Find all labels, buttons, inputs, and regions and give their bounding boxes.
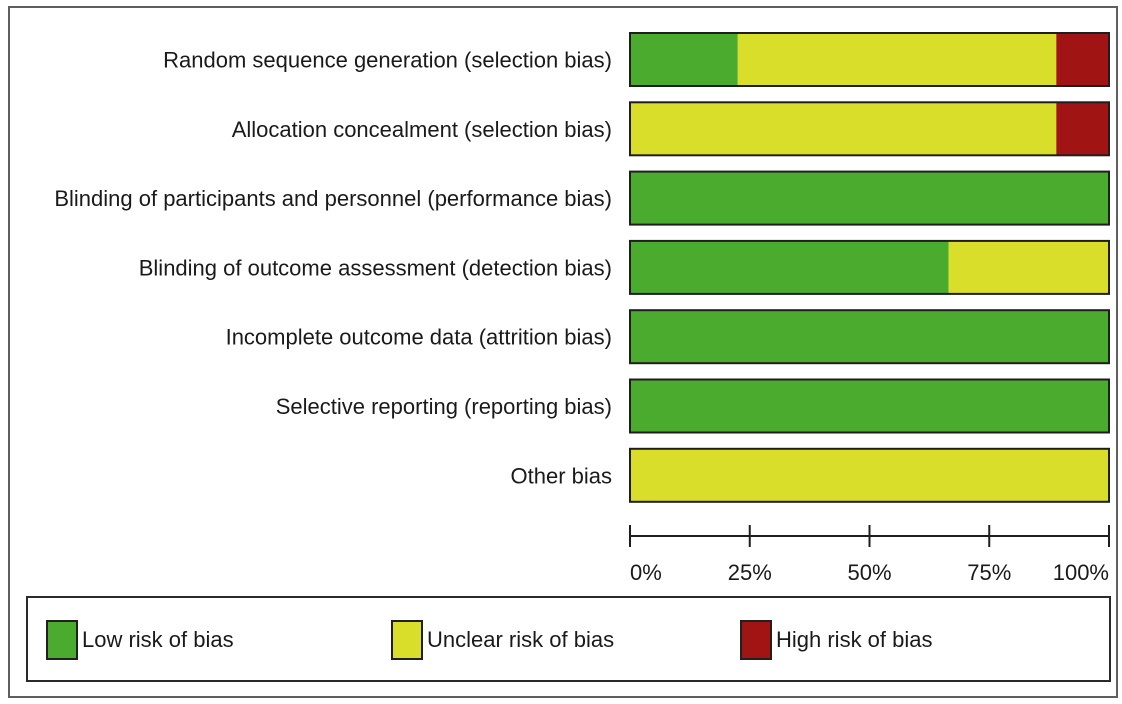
x-tick-label: 25% xyxy=(728,560,772,585)
bar-segment-unclear-risk-of-bias xyxy=(630,102,1057,156)
bar-outline xyxy=(629,447,1110,503)
category-label: Other bias xyxy=(511,463,613,488)
legend-label-high: High risk of bias xyxy=(776,627,933,652)
legend-swatch-high xyxy=(740,620,772,660)
bar-segment-low-risk-of-bias xyxy=(630,240,949,294)
bar-segment-unclear-risk-of-bias xyxy=(737,33,1057,86)
bar-outline xyxy=(629,170,1110,226)
bar-outline xyxy=(629,239,1110,295)
bias-stacked-bar-chart: Random sequence generation (selection bi… xyxy=(54,32,1110,585)
legend-label-low: Low risk of bias xyxy=(82,627,234,652)
bar-segment-low-risk-of-bias xyxy=(630,310,1109,364)
category-label: Random sequence generation (selection bi… xyxy=(163,48,612,73)
category-label: Allocation concealment (selection bias) xyxy=(232,117,612,142)
category-label: Incomplete outcome data (attrition bias) xyxy=(226,325,612,350)
bars xyxy=(629,32,1110,503)
bar-outline xyxy=(629,378,1110,434)
bar-segment-low-risk-of-bias xyxy=(630,33,738,86)
category-label: Selective reporting (reporting bias) xyxy=(276,394,612,419)
legend-label-unclear: Unclear risk of bias xyxy=(427,627,615,652)
x-tick-label: 0% xyxy=(630,560,662,585)
legend-item-unclear: Unclear risk of bias xyxy=(391,618,614,662)
legend-swatch-unclear xyxy=(391,620,423,660)
category-labels: Random sequence generation (selection bi… xyxy=(54,48,612,489)
bar-segment-low-risk-of-bias xyxy=(630,171,1109,225)
bar-segment-unclear-risk-of-bias xyxy=(948,240,1109,294)
category-label: Blinding of outcome assessment (detectio… xyxy=(139,255,612,280)
legend: Low risk of bias Unclear risk of bias Hi… xyxy=(26,596,1111,682)
bar-segment-low-risk-of-bias xyxy=(630,379,1109,433)
x-axis: 0% 25% 50% 75% 100% xyxy=(629,525,1110,585)
category-label: Blinding of participants and personnel (… xyxy=(54,186,612,211)
bar-outline xyxy=(629,309,1110,365)
bar-segment-high-risk-of-bias xyxy=(1056,33,1109,86)
bar-outline xyxy=(629,101,1110,157)
x-tick-label: 100% xyxy=(1053,560,1109,585)
legend-item-low: Low risk of bias xyxy=(46,618,234,662)
bar-outline xyxy=(629,32,1110,87)
legend-item-high: High risk of bias xyxy=(740,618,933,662)
bar-segment-unclear-risk-of-bias xyxy=(630,448,1109,502)
x-tick-label: 50% xyxy=(847,560,891,585)
bar-segment-high-risk-of-bias xyxy=(1056,102,1109,156)
x-tick-label: 75% xyxy=(967,560,1011,585)
legend-swatch-low xyxy=(46,620,78,660)
